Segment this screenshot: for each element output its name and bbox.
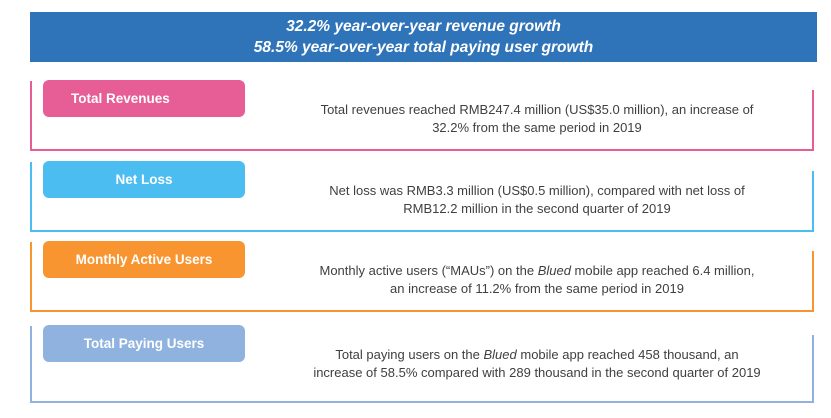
total-revenues-description: Total revenues reached RMB247.4 million … [272,101,802,137]
total-revenues-label: Total Revenues [43,80,245,117]
app-name: Blued [537,263,571,278]
net-loss-description: Net loss was RMB3.3 million (US$0.5 mill… [272,182,802,218]
app-name: Blued [483,347,517,362]
card-corner-tick [30,242,32,252]
net-loss-label: Net Loss [43,161,245,198]
description-line: increase of 58.5% compared with 289 thou… [313,365,761,380]
description-text: mobile app reached 458 thousand, an [516,347,739,362]
description-line: Net loss was RMB3.3 million (US$0.5 mill… [329,183,745,198]
total-paying-users-description: Total paying users on the Blued mobile a… [272,346,802,382]
description-line: an increase of 11.2% from the same perio… [390,281,684,296]
card-corner-tick [30,326,32,336]
headline-paying-user-growth: 58.5% year-over-year total paying user g… [253,39,594,56]
monthly-active-users-label: Monthly Active Users [43,241,245,278]
total-revenues-card: Total Revenues Total revenues reached RM… [30,80,814,151]
total-paying-users-label: Total Paying Users [43,325,245,362]
description-line: Total revenues reached RMB247.4 million … [320,102,754,117]
net-loss-card: Net Loss Net loss was RMB3.3 million (US… [30,161,814,232]
total-paying-users-card: Total Paying Users Total paying users on… [30,325,814,403]
card-corner-tick [30,81,32,91]
monthly-active-users-card: Monthly Active Users Monthly active user… [30,241,814,312]
description-line: Total paying users on the Blued mobile a… [272,346,802,364]
headline-revenue-growth: 32.2% year-over-year revenue growth [286,18,561,35]
description-text: mobile app reached 6.4 million, [570,263,755,278]
description-line: Monthly active users (“MAUs”) on the Blu… [272,262,802,280]
card-corner-tick [30,162,32,172]
description-line: RMB12.2 million in the second quarter of… [403,201,671,216]
description-line: 32.2% from the same period in 2019 [432,120,642,135]
description-text: Total paying users on the [335,347,484,362]
monthly-active-users-description: Monthly active users (“MAUs”) on the Blu… [272,262,802,298]
description-text: Monthly active users (“MAUs”) on the [319,263,538,278]
headline-banner: 32.2% year-over-year revenue growth 58.5… [30,12,817,62]
